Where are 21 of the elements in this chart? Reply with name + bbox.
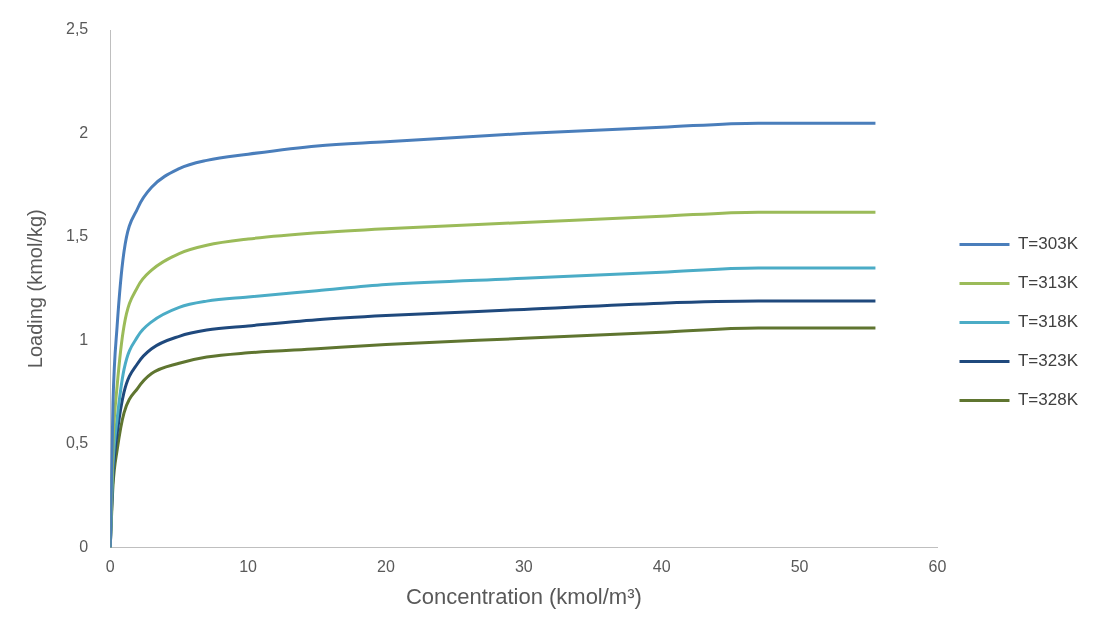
x-axis-title: Concentration (kmol/m³) xyxy=(405,583,642,609)
y-tick-label: 1 xyxy=(79,330,89,348)
line-series xyxy=(110,121,877,548)
y-tick-label: 2,5 xyxy=(65,20,89,38)
legend-label: T=328K xyxy=(1017,390,1079,410)
x-tick-label: 30 xyxy=(514,558,533,576)
x-tick-label: 60 xyxy=(928,558,947,576)
legend-label: T=313K xyxy=(1017,273,1079,293)
legend-label: T=303K xyxy=(1017,234,1079,254)
y-tick-label: 0 xyxy=(79,537,89,555)
y-axis-title: Loading (kmol/kg) xyxy=(23,209,46,369)
x-tick-label: 10 xyxy=(239,558,258,576)
y-tick-label: 1,5 xyxy=(65,227,89,245)
x-tick-label: 40 xyxy=(652,558,671,576)
x-tick-label: 0 xyxy=(105,558,115,576)
y-tick-label: 2 xyxy=(79,123,89,141)
y-tick-label: 0,5 xyxy=(65,434,89,452)
legend-label: T=323K xyxy=(1017,351,1079,371)
legend-label: T=318K xyxy=(1017,312,1079,332)
x-tick-label: 50 xyxy=(790,558,809,576)
x-tick-label: 20 xyxy=(377,558,395,576)
